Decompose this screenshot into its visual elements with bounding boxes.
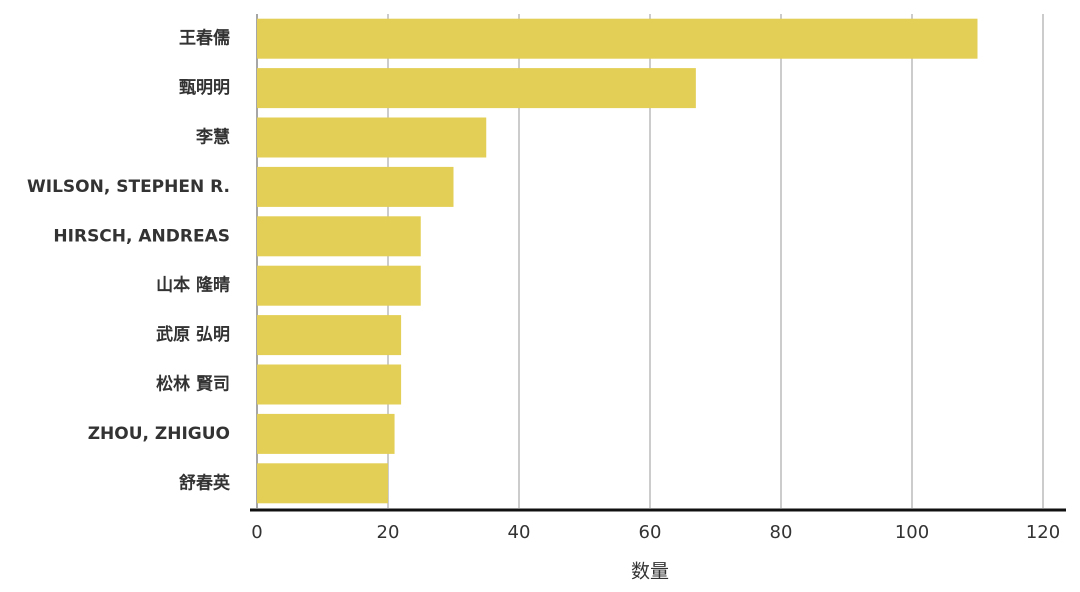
y-tick-label: 甄明明 xyxy=(179,78,230,98)
y-tick-label: 李慧 xyxy=(196,127,230,148)
y-tick-label: 松林 賢司 xyxy=(156,374,230,395)
y-tick-label: ZHOU, ZHIGUO xyxy=(88,424,230,444)
bar xyxy=(257,166,454,207)
bar xyxy=(257,463,388,504)
x-tick-label: 80 xyxy=(770,522,793,543)
bar xyxy=(257,413,395,454)
bar xyxy=(257,364,402,405)
x-tick-label: 100 xyxy=(895,522,929,543)
x-tick-label: 120 xyxy=(1026,522,1060,543)
bar xyxy=(257,18,978,59)
bar xyxy=(257,216,421,257)
y-tick-label: 王春儒 xyxy=(179,28,230,49)
x-tick-label: 60 xyxy=(639,522,662,543)
y-tick-label: WILSON, STEPHEN R. xyxy=(27,177,230,197)
y-tick-label: HIRSCH, ANDREAS xyxy=(53,226,230,246)
bar xyxy=(257,265,421,306)
y-tick-label: 舒春英 xyxy=(179,472,231,493)
x-tick-label: 0 xyxy=(251,522,262,543)
y-tick-label: 山本 隆晴 xyxy=(156,275,230,296)
bar xyxy=(257,315,402,356)
bar xyxy=(257,117,487,158)
bar xyxy=(257,68,696,109)
x-tick-label: 40 xyxy=(508,522,531,543)
y-tick-label: 武原 弘明 xyxy=(156,324,230,345)
x-tick-label: 20 xyxy=(377,522,400,543)
x-axis-title: 数量 xyxy=(631,561,669,583)
